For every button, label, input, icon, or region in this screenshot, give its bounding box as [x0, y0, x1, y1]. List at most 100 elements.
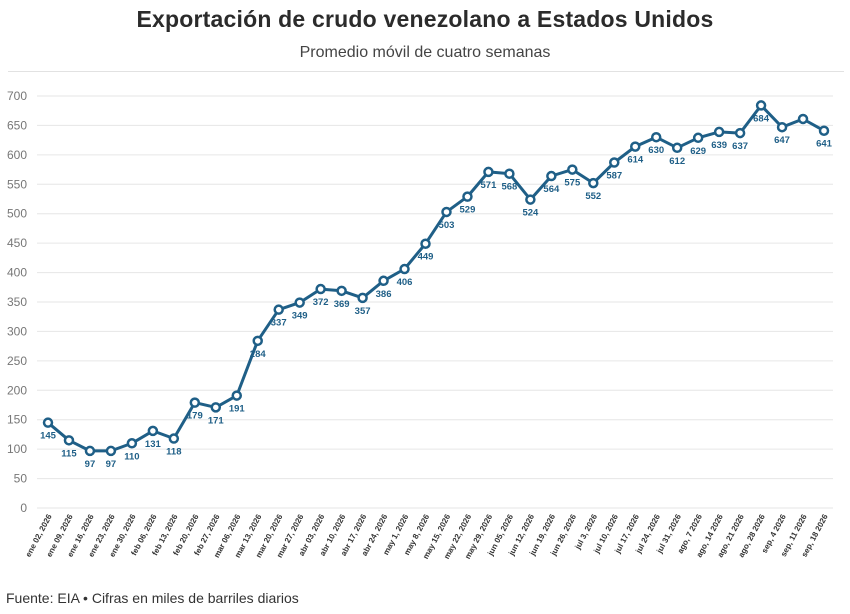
data-point — [483, 166, 494, 178]
data-label: 587 — [606, 171, 622, 182]
data-label: 524 — [522, 208, 539, 219]
data-point — [399, 263, 410, 275]
data-point — [713, 126, 725, 138]
data-label: 406 — [397, 277, 413, 288]
data-label: 639 — [711, 140, 727, 151]
data-label: 641 — [816, 139, 833, 150]
y-tick-label: 350 — [7, 295, 27, 309]
data-point — [441, 206, 452, 218]
data-label: 449 — [418, 252, 434, 263]
data-label: 97 — [85, 459, 96, 470]
data-point — [294, 297, 305, 308]
data-point — [231, 390, 243, 401]
data-point — [734, 127, 746, 139]
data-point — [504, 168, 515, 179]
data-point — [357, 292, 368, 304]
data-label: 357 — [355, 306, 371, 317]
data-point — [252, 335, 263, 347]
data-point — [63, 435, 75, 446]
y-tick-label: 150 — [7, 413, 27, 427]
data-point — [315, 283, 326, 295]
data-point — [105, 445, 117, 457]
data-point — [210, 402, 222, 413]
data-point — [567, 164, 578, 175]
data-point — [776, 121, 788, 133]
grid-lines — [37, 95, 833, 509]
data-label: 179 — [187, 411, 203, 422]
data-label: 552 — [585, 191, 601, 202]
data-label: 386 — [376, 289, 392, 300]
data-label: 529 — [460, 205, 476, 216]
data-label: 575 — [564, 178, 581, 189]
data-label: 647 — [774, 135, 790, 146]
data-label: 191 — [229, 404, 246, 415]
data-label: 97 — [106, 459, 117, 470]
data-point — [462, 191, 473, 202]
data-point — [588, 177, 599, 189]
source-note: Fuente: EIA • Cifras en miles de barrile… — [6, 590, 299, 606]
data-label: 612 — [669, 156, 685, 167]
y-tick-label: 50 — [14, 472, 28, 486]
data-label: 284 — [250, 349, 267, 360]
data-point — [378, 275, 389, 287]
data-point — [546, 170, 557, 182]
data-point — [818, 125, 830, 136]
data-label: 369 — [334, 299, 350, 310]
data-label: 171 — [208, 415, 225, 426]
chart-title: Exportación de crudo venezolano a Estado… — [136, 6, 714, 32]
y-tick-label: 0 — [20, 501, 27, 515]
y-tick-label: 500 — [7, 207, 27, 221]
data-label: 503 — [439, 220, 455, 231]
data-label: 614 — [627, 155, 644, 166]
data-labels: 145 115 97 97 110 131 118 179 171 191 284 337 349 372… — [40, 113, 833, 469]
data-point — [84, 445, 96, 457]
data-label: 630 — [648, 145, 664, 156]
y-axis: 0 50 100 150 200 250 300 350 400 450 500 550 600 650 7… — [7, 89, 27, 515]
header-divider — [8, 71, 844, 72]
y-tick-label: 100 — [7, 442, 27, 456]
y-tick-label: 550 — [7, 177, 27, 191]
data-point — [336, 285, 347, 297]
data-point — [671, 142, 683, 154]
data-label: 115 — [61, 448, 77, 459]
data-label: 110 — [124, 451, 139, 462]
chart-subtitle: Promedio móvil de cuatro semanas — [299, 44, 551, 61]
data-label: 637 — [732, 141, 748, 152]
data-point — [650, 131, 662, 143]
y-tick-label: 600 — [7, 148, 27, 162]
line-chart: 0 50 100 150 200 250 300 350 400 450 500 550 600 650 7… — [7, 89, 833, 561]
data-label: 337 — [271, 318, 287, 329]
data-label: 145 — [40, 431, 57, 442]
data-point — [273, 304, 284, 315]
y-tick-label: 400 — [7, 266, 27, 280]
data-label: 571 — [481, 180, 498, 191]
data-point — [525, 194, 536, 205]
y-tick-label: 300 — [7, 324, 27, 338]
data-point — [609, 157, 620, 168]
data-point — [168, 433, 180, 444]
y-tick-label: 450 — [7, 236, 27, 250]
data-label: 568 — [501, 182, 517, 193]
data-points — [42, 100, 830, 457]
y-tick-label: 200 — [7, 383, 27, 397]
data-point — [189, 397, 201, 408]
data-label: 372 — [313, 297, 329, 308]
data-point — [42, 417, 54, 428]
data-label: 564 — [543, 184, 560, 195]
data-point — [629, 141, 641, 152]
data-label: 684 — [753, 113, 770, 124]
y-tick-label: 700 — [7, 89, 27, 103]
data-point — [126, 438, 138, 449]
data-point — [755, 100, 767, 111]
data-point — [147, 425, 159, 437]
series-line — [47, 103, 825, 453]
data-label: 349 — [292, 311, 308, 322]
data-label: 131 — [145, 439, 162, 450]
data-label: 118 — [166, 447, 181, 458]
data-point — [692, 132, 704, 144]
data-label: 629 — [690, 146, 706, 157]
data-point — [797, 113, 809, 125]
data-point — [420, 238, 431, 249]
y-tick-label: 650 — [7, 118, 27, 132]
